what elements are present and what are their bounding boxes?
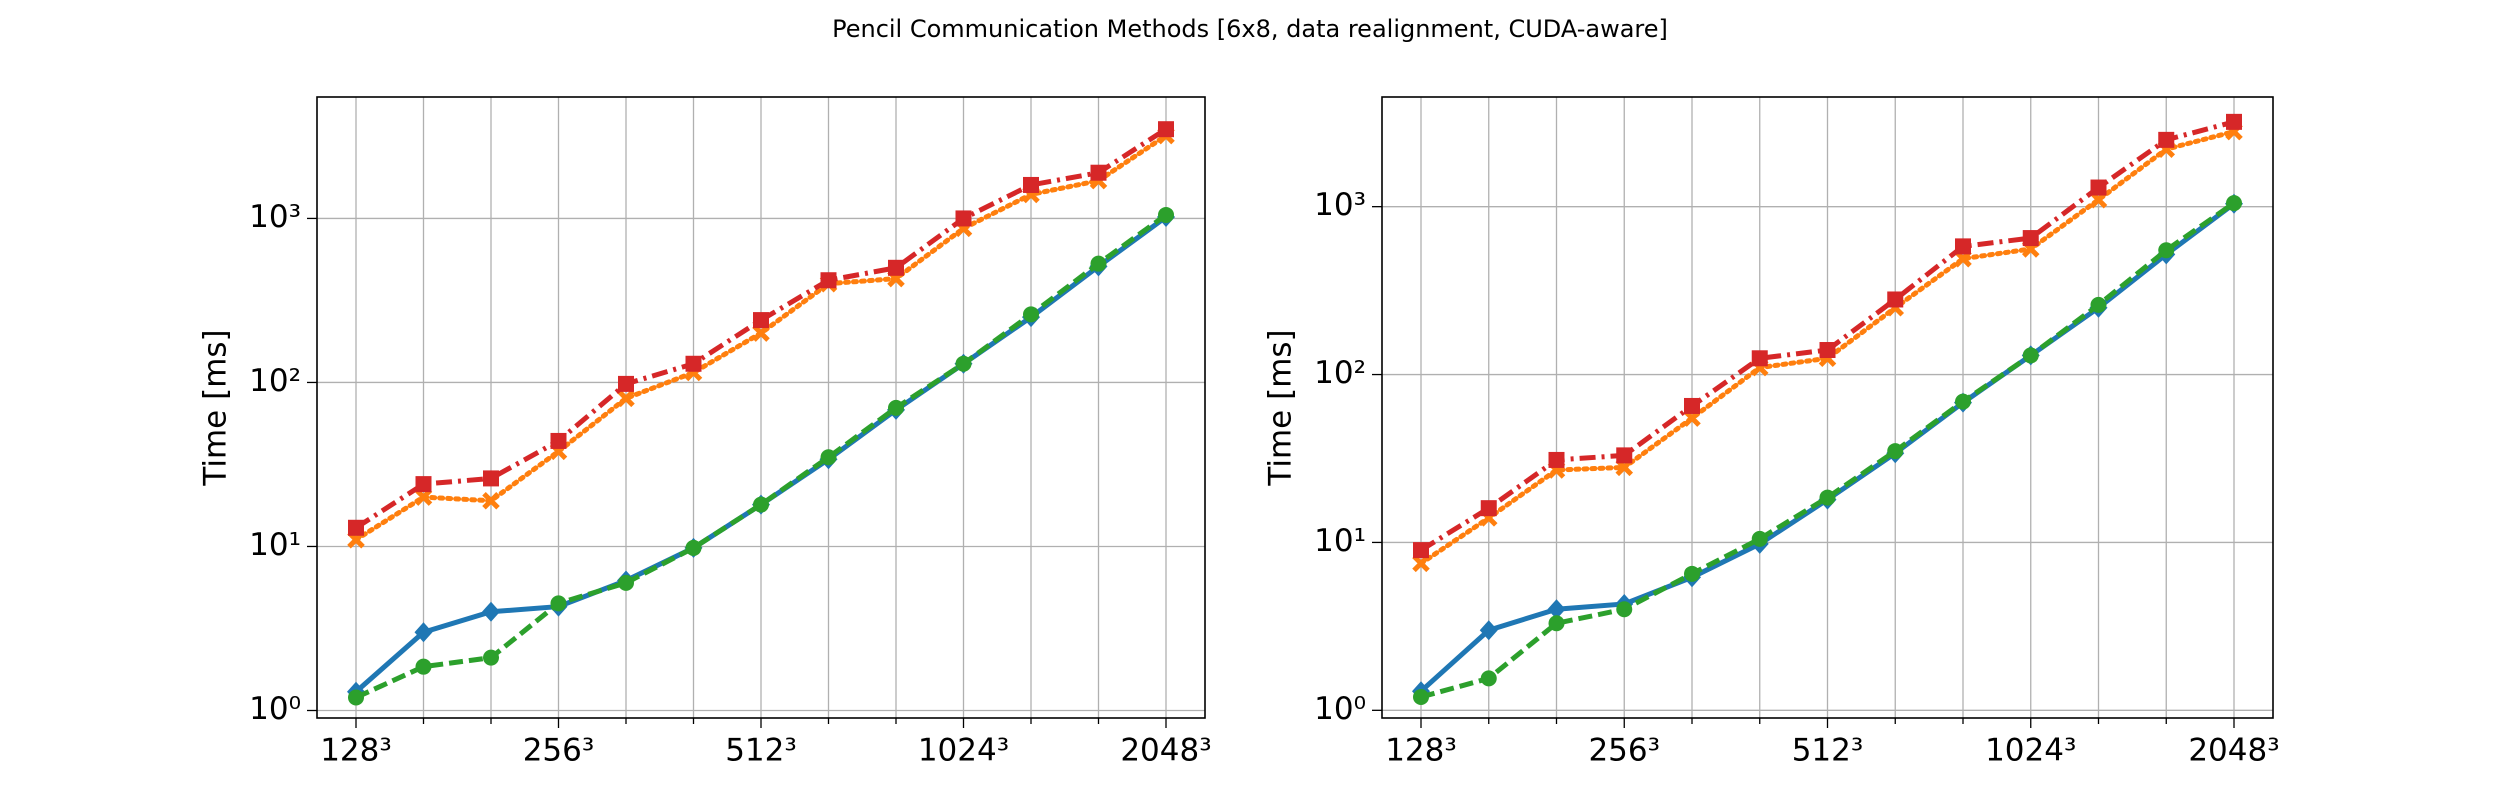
marker-circle [1413,689,1429,706]
marker-circle [1090,255,1107,272]
marker-square [483,470,499,487]
marker-x [482,491,500,510]
marker-circle [1158,206,1174,223]
marker-square [415,476,432,493]
marker-square [820,272,837,289]
marker-diamond [482,601,500,622]
x-tick-label: 512³ [1792,733,1864,769]
marker-square [618,375,634,392]
marker-circle [2090,296,2107,313]
marker-circle [685,539,702,556]
y-tick-label: 10² [249,363,301,399]
marker-circle [550,595,567,612]
axes-frame [316,96,1206,719]
axes-frame [1381,96,2274,719]
marker-square [2090,179,2107,196]
y-axis-label: Time [ms] [1263,329,1299,486]
marker-circle [1819,489,1836,506]
marker-square [2158,131,2175,148]
marker-circle [1684,565,1700,582]
marker-square [2226,113,2242,130]
marker-square [2022,230,2039,247]
marker-circle [888,399,904,416]
marker-circle [1616,601,1633,618]
marker-circle [1887,443,1904,460]
x-tick-label: 2048³ [1120,733,1211,769]
marker-diamond [414,622,433,643]
marker-circle [1023,306,1039,323]
marker-circle [1548,615,1565,632]
x-tick-label: 512³ [725,733,797,769]
x-tick-label: 128³ [320,733,392,769]
marker-square [1684,397,1700,414]
marker-circle [1480,670,1497,687]
marker-circle [955,355,972,372]
marker-diamond [1479,620,1498,641]
marker-square [1480,500,1497,517]
x-tick-label: 256³ [1588,733,1660,769]
y-tick-label: 10⁰ [1314,691,1366,727]
marker-square [1955,238,1971,255]
x-tick-label: 1024³ [918,733,1009,769]
marker-circle [483,649,499,666]
marker-circle [2158,242,2175,259]
x-tick-label: 2048³ [2188,733,2279,769]
marker-circle [2226,195,2242,212]
marker-circle [753,496,769,513]
marker-square [1090,164,1107,181]
y-axis-label: Time [ms] [198,329,234,486]
marker-circle [1751,530,1768,547]
y-tick-label: 10³ [249,199,301,235]
y-tick-label: 10¹ [1314,523,1366,559]
marker-circle [618,574,634,591]
x-tick-label: 1024³ [1985,733,2076,769]
marker-circle [348,689,364,706]
marker-square [1158,121,1174,138]
marker-square [1887,291,1904,308]
marker-square [1751,350,1768,367]
marker-square [1548,451,1565,468]
marker-x [752,324,770,342]
y-tick-label: 10⁰ [249,691,301,727]
marker-x [414,488,433,506]
marker-square [753,312,769,329]
x-tick-label: 256³ [523,733,595,769]
marker-x [1412,554,1430,573]
marker-square [550,432,567,449]
figure-title: Pencil Communication Methods [6x8, data … [832,15,1668,43]
marker-circle [2022,347,2039,364]
marker-square [1413,542,1429,559]
marker-x [617,389,635,408]
marker-square [1819,342,1836,359]
marker-circle [415,658,432,675]
marker-square [955,210,972,227]
y-tick-label: 10² [1314,355,1366,391]
marker-diamond [1547,599,1566,620]
marker-circle [820,449,837,466]
x-tick-label: 128³ [1385,733,1457,769]
marker-square [1023,176,1039,193]
marker-circle [1955,393,1971,410]
marker-square [348,519,364,536]
marker-square [1616,447,1633,464]
marker-square [685,355,702,372]
marker-square [888,259,904,276]
y-tick-label: 10¹ [249,527,301,563]
y-tick-label: 10³ [1314,187,1366,223]
